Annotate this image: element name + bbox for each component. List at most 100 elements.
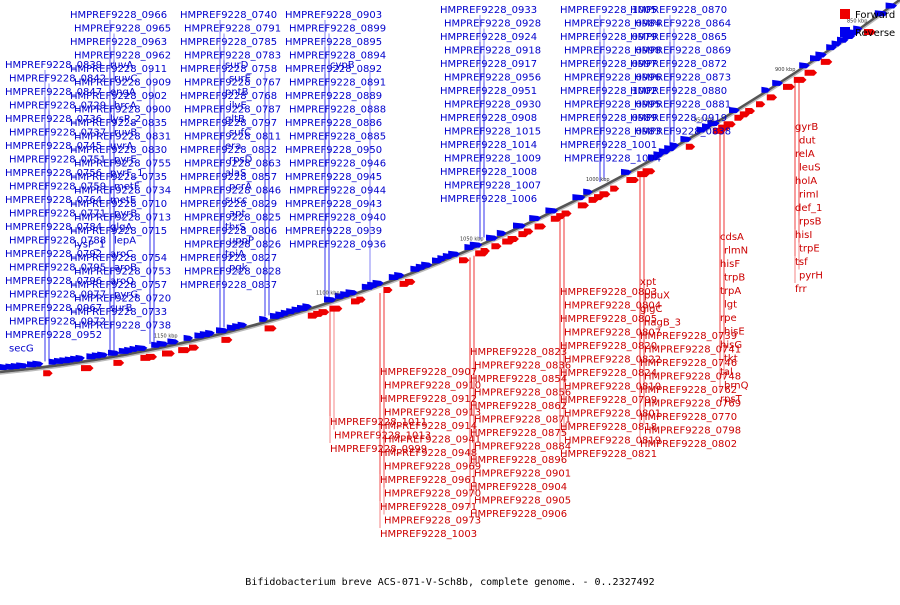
reverse-gene-label: HMPREF9228_0755 xyxy=(74,159,171,170)
reverse-gene-label: HMPREF9228_0733 xyxy=(70,307,167,318)
reverse-gene-label: HMPREF9228_0891 xyxy=(289,78,386,89)
forward-gene-label: dut xyxy=(799,136,816,147)
reverse-gene-arrow xyxy=(815,51,827,58)
reverse-gene-label: HMPREF9228_0997 xyxy=(560,59,657,70)
forward-gene-label: HMPREF9228_0770 xyxy=(640,412,737,423)
forward-gene-label: HMPREF9228_0896 xyxy=(470,455,567,466)
forward-gene-label: HMPREF9228_0999 xyxy=(330,444,427,455)
forward-gene-label: gyrB xyxy=(795,122,818,133)
reverse-gene-arrow xyxy=(216,327,229,334)
reverse-gene-arrow xyxy=(513,222,526,229)
reverse-gene-arrow xyxy=(394,271,405,278)
forward-gene-arrow xyxy=(610,185,620,192)
reverse-gene-label: HMPREF9228_0885 xyxy=(289,132,386,143)
reverse-gene-label: pgk xyxy=(229,263,248,274)
scale-ticks: 850 kbp 900 kbp 950 kbp 1000 kbp 1050 kbp 110… xyxy=(154,18,867,339)
forward-gene-arrow xyxy=(459,257,470,264)
reverse-gene-label: aroC xyxy=(110,249,133,260)
forward-gene-arrow xyxy=(264,325,277,332)
forward-gene-label: HMPREF9228_0798 xyxy=(644,426,741,437)
reverse-gene-label: HMPREF9228_0903 xyxy=(285,10,382,21)
forward-gene-label: HMPREF9228_0948 xyxy=(380,448,477,459)
reverse-gene-arrow xyxy=(486,234,498,241)
reverse-gene-label: ruvB xyxy=(114,128,137,139)
forward-gene-label: tkt xyxy=(724,354,738,365)
reverse-gene-label: HMPREF9228_0825 xyxy=(184,213,281,224)
forward-gene-arrow xyxy=(745,107,756,114)
reverse-gene-label: HMPREF9228_0946 xyxy=(289,159,386,170)
forward-gene-label: brnQ xyxy=(724,381,749,392)
reverse-gene-arrow xyxy=(167,338,179,345)
reverse-gene-label: HMPREF9228_0842 xyxy=(9,74,106,85)
reverse-gene-label: HMPREF9228_0888 xyxy=(289,105,386,116)
forward-gene-arrow xyxy=(723,121,736,128)
reverse-gene-label: HMPREF9228_0966 xyxy=(70,10,167,21)
forward-gene-label: HMPREF9228_0804 xyxy=(564,301,661,312)
forward-gene-label: hisE xyxy=(724,327,745,338)
forward-gene-label: tsf xyxy=(795,257,808,268)
reverse-gene-label: alaS xyxy=(225,168,246,179)
reverse-gene-label: HMPREF9228_0952 xyxy=(5,330,102,341)
forward-gene-arrow xyxy=(383,286,393,293)
reverse-gene-label: HMPREF9228_0754 xyxy=(70,253,167,264)
reverse-gene-label: sufC xyxy=(229,128,251,139)
map-caption: Bifidobacterium breve ACS-071-V-Sch8b, c… xyxy=(245,577,655,588)
reverse-gene-label: HMPREF9228_0956 xyxy=(444,73,541,84)
reverse-gene-label: HMPREF9228_0996 xyxy=(564,73,661,84)
reverse-gene-label: HMPREF9228_0837 xyxy=(180,280,277,291)
reverse-gene-label: HMPREF9228_0924 xyxy=(440,32,537,43)
forward-gene-arrow xyxy=(480,248,490,255)
reverse-gene-label: HMPREF9228_1004 xyxy=(564,154,661,165)
scale-tick-label: 950 kbp xyxy=(694,117,714,123)
forward-gene-label: rpsT xyxy=(720,394,743,405)
forward-gene-label: HMPREF9228_0941 xyxy=(384,435,481,446)
reverse-gene-label: HMPREF9228_0785 xyxy=(180,37,277,48)
reverse-gene-label: HMPREF9228_0900 xyxy=(74,105,171,116)
forward-gene-arrow xyxy=(356,296,366,303)
reverse-gene-label: aroQ xyxy=(110,276,134,287)
forward-gene-label: HMPREF9228_0913 xyxy=(384,408,481,419)
forward-gene-label: trpE xyxy=(799,244,820,255)
reverse-gene-arrow xyxy=(421,261,433,268)
genome-backbone-shadow xyxy=(0,1,900,375)
scale-tick-label: 1050 kbp xyxy=(460,236,484,242)
reverse-gene-arrow xyxy=(302,303,312,310)
reverse-strand-genes xyxy=(0,2,898,370)
reverse-gene-label: HMPREF9228_0828 xyxy=(184,267,281,278)
forward-gene-label: HMPREF9228_0820 xyxy=(560,341,657,352)
reverse-gene-label: secG xyxy=(9,344,34,355)
forward-gene-arrow xyxy=(221,336,233,343)
reverse-gene-label: cypB xyxy=(330,60,355,71)
forward-gene-arrow xyxy=(145,353,158,360)
forward-gene-label: HMPREF9228_0739 xyxy=(640,331,737,342)
reverse-gene-arrow xyxy=(761,86,771,93)
forward-gene-label: HMPREF9228_1003 xyxy=(380,529,477,540)
reverse-gene-label: HMPREF9228_0713 xyxy=(74,213,171,224)
reverse-gene-label: HMPREF9228_0894 xyxy=(289,51,386,62)
reverse-gene-label: HMPREF9228_0909 xyxy=(74,78,171,89)
reverse-gene-label: HMPREF9228_0979 xyxy=(560,32,657,43)
reverse-gene-label: HMPREF9228_0791 xyxy=(184,24,281,35)
forward-gene-label: HMPREF9228_0907 xyxy=(380,367,477,378)
reverse-gene-label: HMPREF9228_0995 xyxy=(564,100,661,111)
forward-gene-label: HMPREF9228_0821 xyxy=(560,449,657,460)
forward-gene-arrow xyxy=(685,143,696,150)
forward-gene-arrow xyxy=(820,58,833,65)
reverse-gene-arrow xyxy=(545,207,559,214)
reverse-gene-label: HMPREF9228_0745 xyxy=(5,141,102,152)
forward-gene-label: HMPREF9228_0973 xyxy=(384,516,481,527)
reverse-gene-label: HMPREF9228_0967 xyxy=(5,303,102,314)
reverse-gene-label: pyrB xyxy=(114,209,137,220)
reverse-gene-label: surB xyxy=(110,303,133,314)
reverse-gene-arrow xyxy=(135,344,148,351)
reverse-gene-arrow xyxy=(108,349,120,356)
forward-gene-arrow xyxy=(534,223,547,230)
reverse-gene-arrow xyxy=(496,229,507,236)
reverse-gene-label: HMPREF9228_0758 xyxy=(180,64,277,75)
reverse-gene-label: HMPREF9228_0933 xyxy=(440,5,537,16)
reverse-gene-label: HMPREF9228_0919 xyxy=(630,113,727,124)
reverse-gene-arrow xyxy=(259,315,269,322)
reverse-gene-label: tpiA xyxy=(225,249,245,260)
reverse-gene-label: surE xyxy=(229,74,251,85)
